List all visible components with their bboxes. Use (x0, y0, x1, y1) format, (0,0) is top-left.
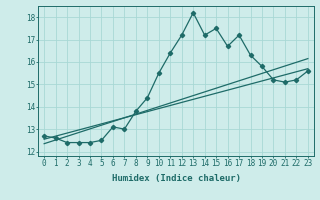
X-axis label: Humidex (Indice chaleur): Humidex (Indice chaleur) (111, 174, 241, 183)
